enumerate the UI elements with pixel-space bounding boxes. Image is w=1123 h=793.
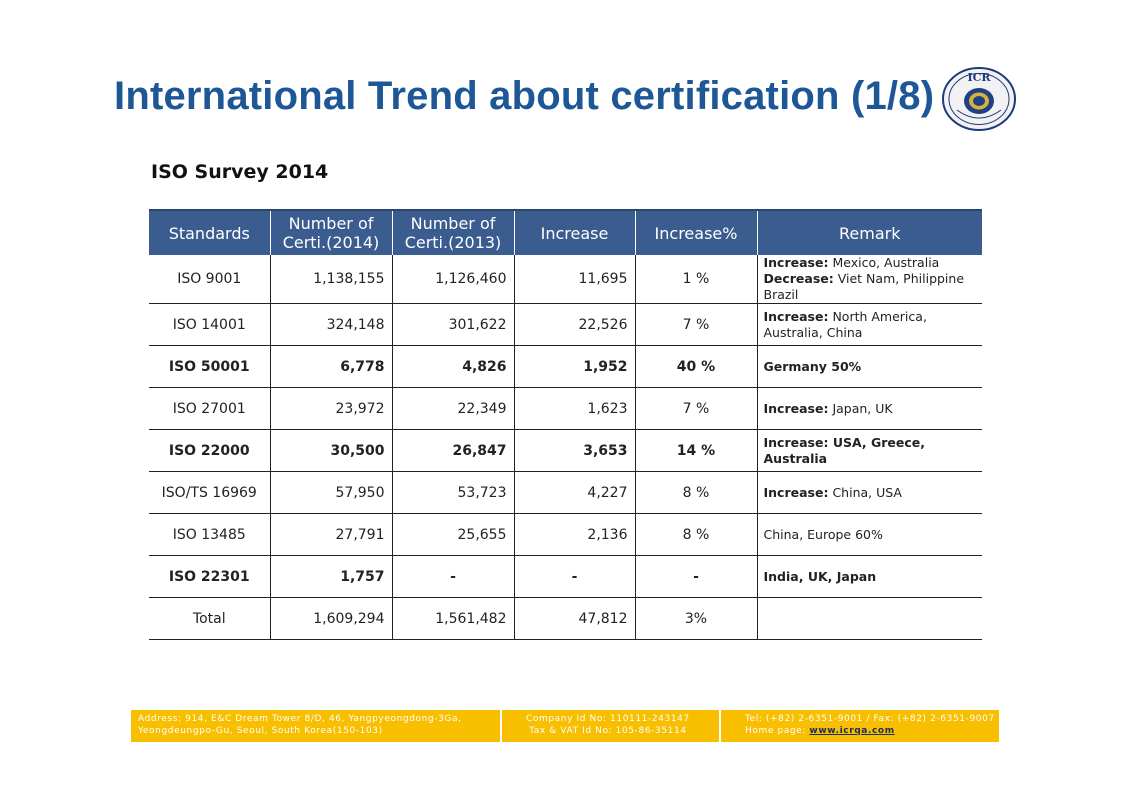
table-row: ISO 50001 6,778 4,826 1,952 40 % Germany 50% bbox=[149, 345, 982, 388]
certi-2014-cell: 1,757 bbox=[270, 555, 393, 598]
footer-bar: Address: 914, E&C Dream Tower 8/D, 46, Y… bbox=[131, 710, 999, 742]
standard-cell: ISO 50001 bbox=[149, 345, 271, 388]
remark-text: Mexico, Australia bbox=[828, 255, 940, 270]
remark-text: India, UK, Japan bbox=[763, 568, 877, 584]
increase-pct-cell: 7 % bbox=[635, 387, 758, 430]
footer-divider bbox=[719, 710, 721, 742]
standard-cell: ISO/TS 16969 bbox=[149, 471, 271, 514]
homepage-link[interactable]: www.icrqa.com bbox=[809, 726, 895, 736]
increase-cell: 4,227 bbox=[514, 471, 636, 514]
page-title: International Trend about certification … bbox=[114, 74, 935, 118]
remark-text: Germany 50% bbox=[763, 358, 862, 374]
col-header-remark: Remark bbox=[757, 209, 982, 255]
certi-2013-cell: 1,561,482 bbox=[392, 597, 515, 640]
standard-cell: ISO 22301 bbox=[149, 555, 271, 598]
certi-2014-cell: 23,972 bbox=[270, 387, 393, 430]
standard-cell: ISO 13485 bbox=[149, 513, 271, 556]
standard-cell: ISO 9001 bbox=[149, 255, 271, 304]
remark-keyword: Increase: bbox=[763, 434, 829, 450]
increase-pct-cell: 14 % bbox=[635, 429, 758, 472]
remark-text: North America, Australia, China bbox=[763, 308, 927, 340]
table-row: ISO 27001 23,972 22,349 1,623 7 % Increase: J… bbox=[149, 387, 982, 430]
certi-2013-cell: - bbox=[392, 555, 515, 598]
remark-keyword: Decrease: bbox=[763, 271, 834, 286]
remark-text: China, Europe 60% bbox=[763, 526, 883, 542]
certi-2014-cell: 30,500 bbox=[270, 429, 393, 472]
increase-cell: 47,812 bbox=[514, 597, 636, 640]
standard-cell: ISO 14001 bbox=[149, 303, 271, 346]
table-row: ISO 9001 1,138,155 1,126,460 11,695 1 % Incre… bbox=[149, 255, 982, 304]
col-header-increase-pct: Increase% bbox=[635, 209, 758, 255]
standard-cell: ISO 22000 bbox=[149, 429, 271, 472]
remark-text: USA, Greece, Australia bbox=[763, 434, 926, 466]
certi-2014-cell: 6,778 bbox=[270, 345, 393, 388]
increase-cell: 2,136 bbox=[514, 513, 636, 556]
footer-address: Address: 914, E&C Dream Tower 8/D, 46, Y… bbox=[138, 714, 462, 736]
increase-cell: 11,695 bbox=[514, 255, 636, 304]
remark-cell: China, Europe 60% bbox=[757, 513, 982, 556]
certi-2013-cell: 22,349 bbox=[392, 387, 515, 430]
col-header-increase: Increase bbox=[514, 209, 636, 255]
certi-2013-cell: 26,847 bbox=[392, 429, 515, 472]
certi-2014-cell: 1,609,294 bbox=[270, 597, 393, 640]
remark-cell: Increase: USA, Greece, Australia bbox=[757, 429, 982, 472]
table-row: ISO/TS 16969 57,950 53,723 4,227 8 % Increase… bbox=[149, 471, 982, 514]
remark-keyword: Increase: bbox=[763, 308, 829, 324]
certi-2013-cell: 1,126,460 bbox=[392, 255, 515, 304]
remark-cell bbox=[757, 597, 982, 640]
remark-cell: Germany 50% bbox=[757, 345, 982, 388]
standard-cell: Total bbox=[149, 597, 271, 640]
table-row: ISO 22000 30,500 26,847 3,653 14 % Increase: … bbox=[149, 429, 982, 472]
svg-text:ICR: ICR bbox=[967, 71, 991, 84]
remark-keyword: Increase: bbox=[763, 484, 829, 500]
table-row: ISO 22301 1,757- - - India, UK, Japan bbox=[149, 555, 982, 598]
certi-2013-cell: 4,826 bbox=[392, 345, 515, 388]
increase-cell: 3,653 bbox=[514, 429, 636, 472]
remark-text: China, USA bbox=[828, 484, 902, 500]
increase-cell: 22,526 bbox=[514, 303, 636, 346]
increase-pct-cell: 7 % bbox=[635, 303, 758, 346]
standard-cell: ISO 27001 bbox=[149, 387, 271, 430]
table-row: ISO 13485 27,791 25,655 2,136 8 % China, Euro… bbox=[149, 513, 982, 556]
table-header-row: Standards Number of Certi.(2014) Number … bbox=[149, 209, 982, 255]
certi-2013-cell: 25,655 bbox=[392, 513, 515, 556]
col-header-standards: Standards bbox=[149, 209, 271, 255]
col-header-certi-2014: Number of Certi.(2014) bbox=[270, 209, 393, 255]
table-row: Total 1,609,294 1,561,482 47,812 3% bbox=[149, 597, 982, 640]
remark-cell: India, UK, Japan bbox=[757, 555, 982, 598]
footer-company-ids: Company Id No: 110111-243147 Tax & VAT I… bbox=[526, 714, 690, 736]
remark-text: Japan, UK bbox=[828, 400, 893, 416]
table-row: ISO 14001 324,148 301,622 22,526 7 % Increase… bbox=[149, 303, 982, 346]
certi-2014-cell: 324,148 bbox=[270, 303, 393, 346]
remark-keyword: Increase: bbox=[763, 255, 829, 270]
remark-keyword: Increase: bbox=[763, 400, 829, 416]
increase-cell: 1,623 bbox=[514, 387, 636, 430]
certi-2013-cell: 53,723 bbox=[392, 471, 515, 514]
remark-cell: Increase: China, USA bbox=[757, 471, 982, 514]
icr-logo: ICR bbox=[941, 66, 1017, 132]
survey-title: ISO Survey 2014 bbox=[151, 161, 329, 183]
increase-pct-cell: - bbox=[635, 555, 758, 598]
footer-divider bbox=[500, 710, 502, 742]
footer-contact: Tel: (+82) 2-6351-9001 / Fax: (+82) 2-63… bbox=[745, 714, 995, 736]
remark-cell: Increase: Mexico, Australia Decrease: Vie… bbox=[757, 255, 982, 304]
increase-cell: - bbox=[514, 555, 636, 598]
increase-pct-cell: 40 % bbox=[635, 345, 758, 388]
increase-pct-cell: 1 % bbox=[635, 255, 758, 304]
iso-survey-table: Standards Number of Certi.(2014) Number … bbox=[149, 209, 982, 640]
increase-cell: 1,952 bbox=[514, 345, 636, 388]
remark-cell: Increase: Japan, UK bbox=[757, 387, 982, 430]
increase-pct-cell: 3% bbox=[635, 597, 758, 640]
col-header-certi-2013: Number of Certi.(2013) bbox=[392, 209, 515, 255]
certi-2014-cell: 57,950 bbox=[270, 471, 393, 514]
certi-2014-cell: 1,138,155 bbox=[270, 255, 393, 304]
remark-cell: Increase: North America, Australia, Chin… bbox=[757, 303, 982, 346]
increase-pct-cell: 8 % bbox=[635, 513, 758, 556]
remark-text: Viet Nam, Philippine Brazil bbox=[763, 271, 965, 302]
increase-pct-cell: 8 % bbox=[635, 471, 758, 514]
certi-2014-cell: 27,791 bbox=[270, 513, 393, 556]
certi-2013-cell: 301,622 bbox=[392, 303, 515, 346]
